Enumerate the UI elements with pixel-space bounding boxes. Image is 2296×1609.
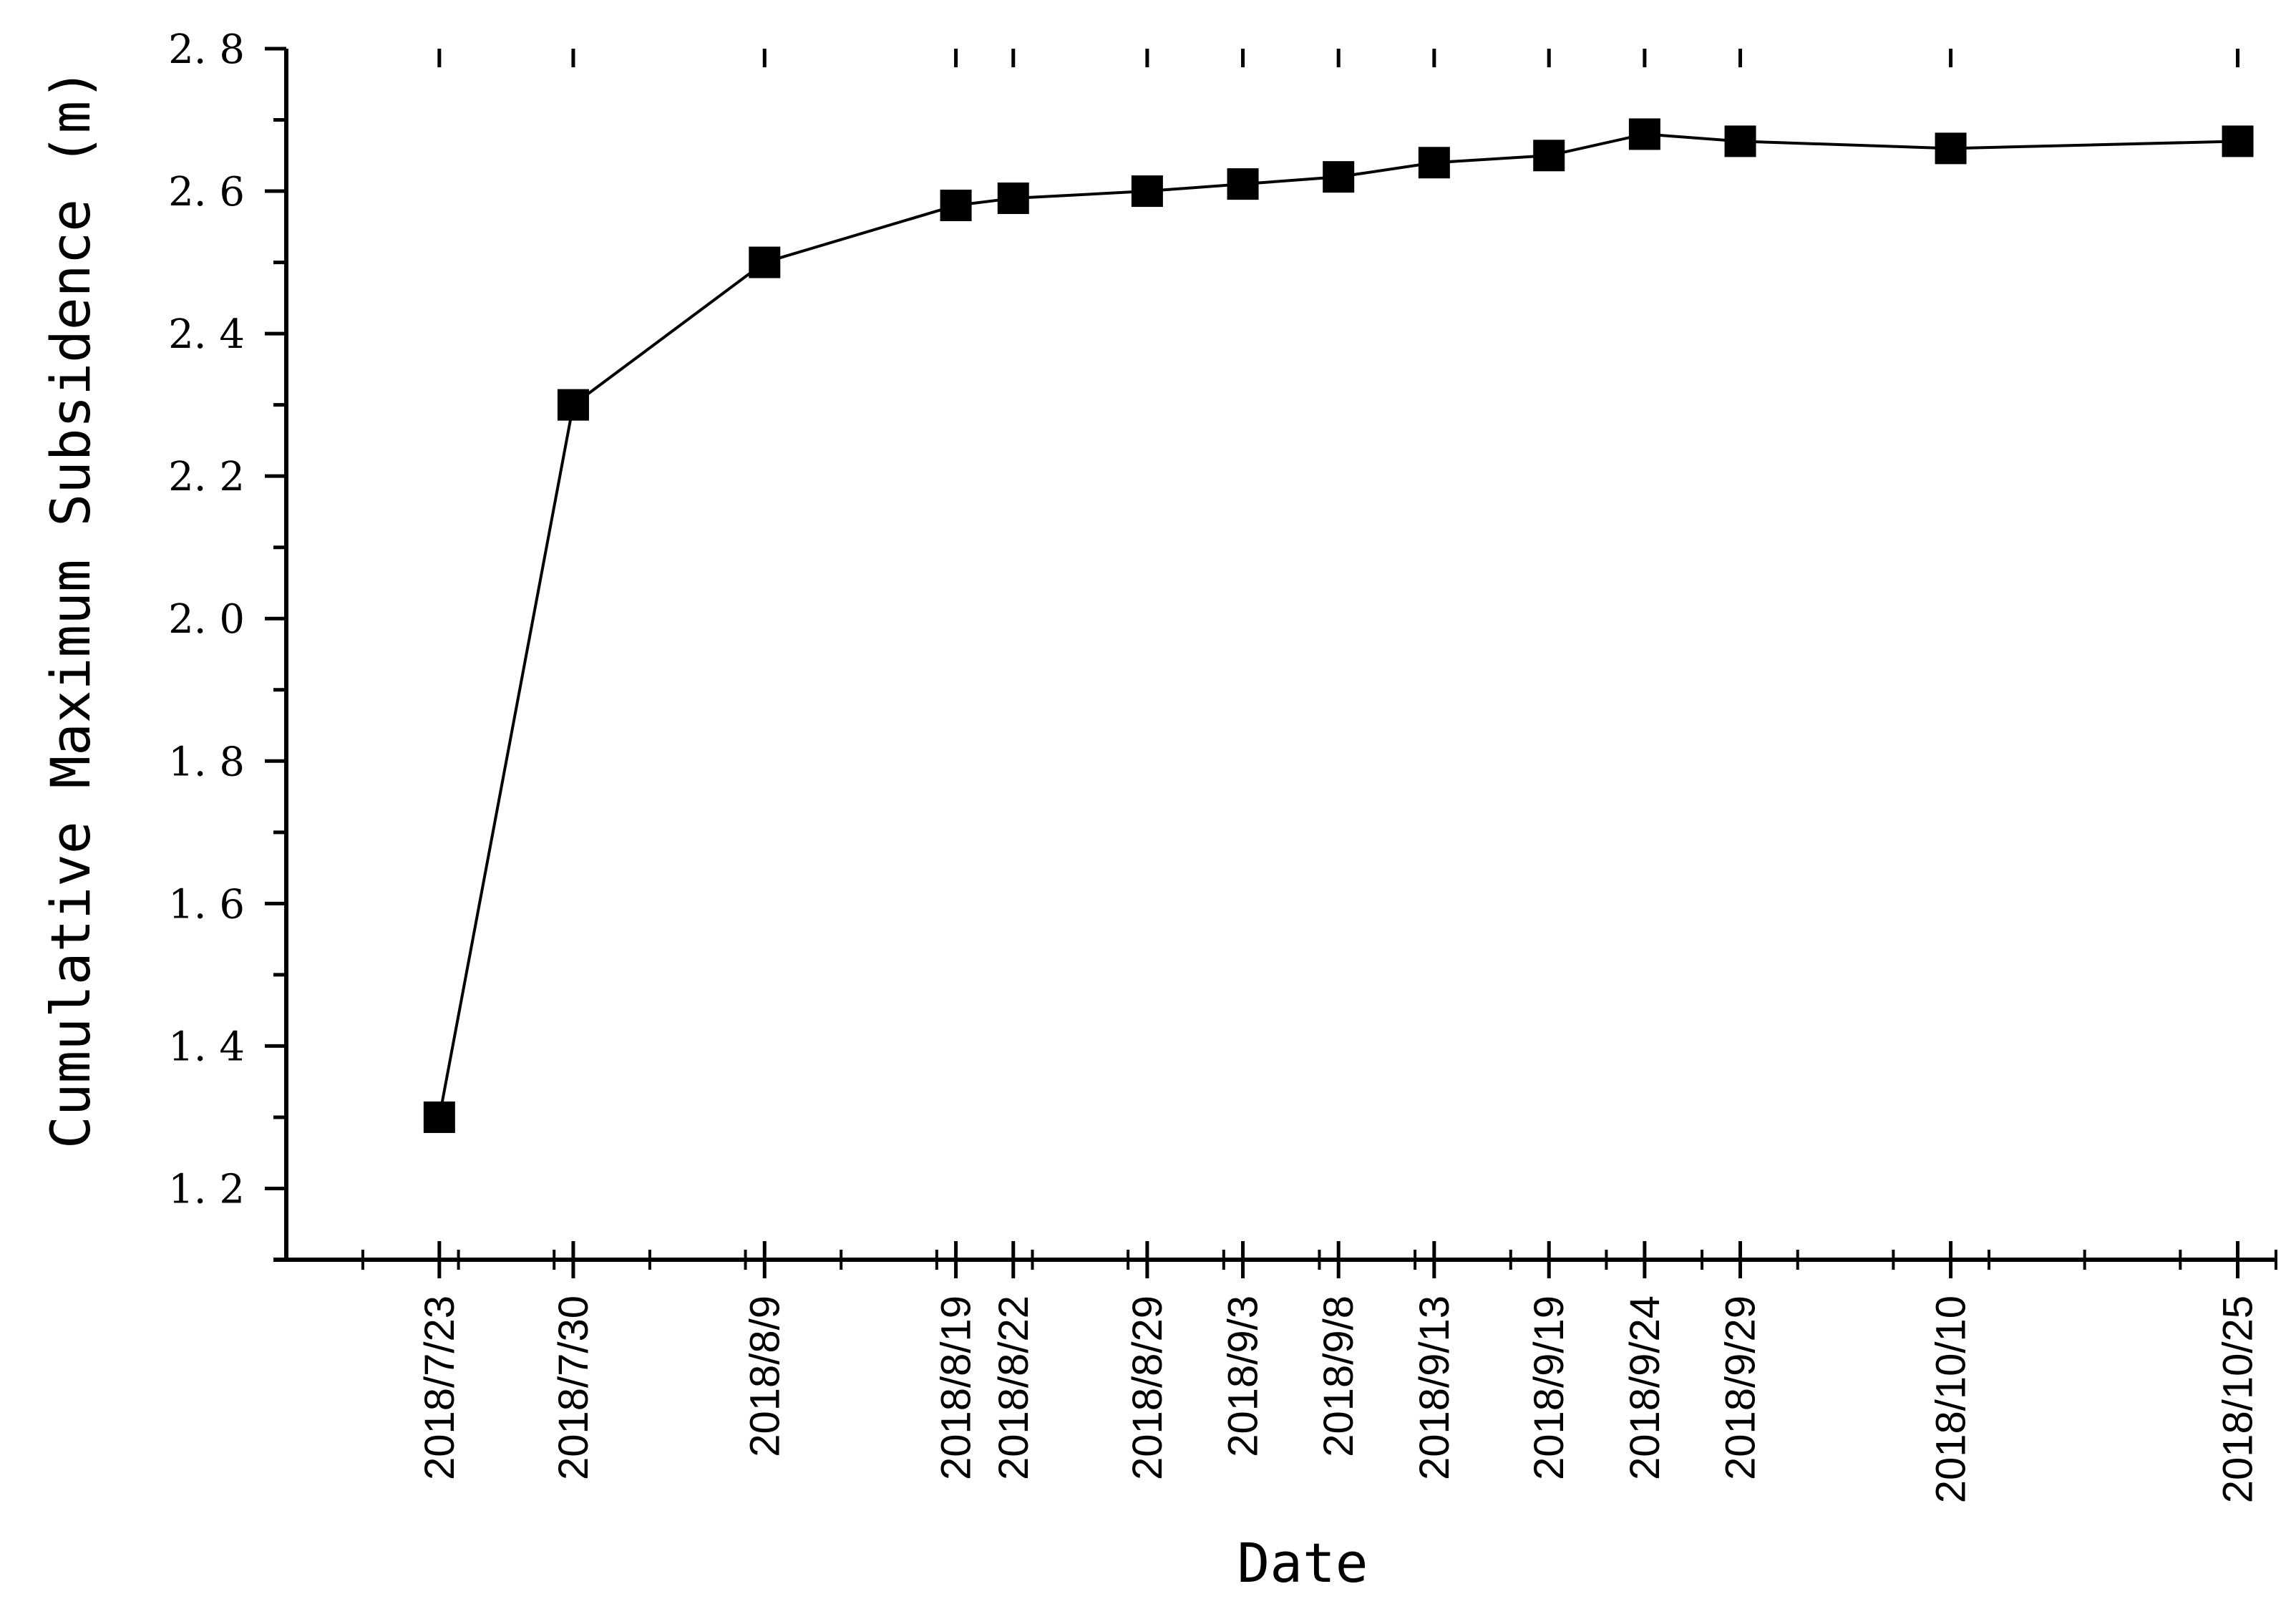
x-tick-label: 2018/9/19 bbox=[1526, 1296, 1572, 1480]
x-tick-label: 2018/8/9 bbox=[741, 1296, 788, 1457]
x-tick-label: 2018/8/29 bbox=[1124, 1296, 1171, 1480]
x-tick-label: 2018/8/22 bbox=[991, 1296, 1037, 1480]
x-tick-label: 2018/9/8 bbox=[1315, 1296, 1362, 1457]
x-tick-label: 2018/9/29 bbox=[1718, 1296, 1764, 1480]
x-tick-label: 2018/9/3 bbox=[1220, 1296, 1267, 1457]
data-point bbox=[1628, 118, 1660, 150]
series-line bbox=[437, 132, 2238, 1118]
data-point bbox=[423, 1101, 455, 1133]
x-axis-title: Date bbox=[1237, 1531, 1368, 1595]
data-point bbox=[1724, 125, 1756, 157]
data-point bbox=[1418, 147, 1450, 179]
axes-group: 1. 2 1. 4 1. 6 1. 8 2. 0 2. 2 2. 4 2. 6 2. 8 2018… bbox=[168, 26, 2277, 1503]
y-tick-label: 2. 2 bbox=[168, 454, 245, 500]
series-group bbox=[423, 118, 2254, 1133]
x-tick-label: 2018/10/25 bbox=[2215, 1296, 2262, 1503]
y-tick-label: 1. 6 bbox=[168, 881, 245, 928]
y-tick-label: 1. 8 bbox=[168, 739, 245, 785]
data-point bbox=[1935, 132, 1967, 165]
y-tick-label: 1. 4 bbox=[168, 1024, 245, 1070]
data-point bbox=[1131, 175, 1163, 208]
x-tick-label: 2018/7/23 bbox=[417, 1296, 463, 1480]
data-point bbox=[1533, 140, 1565, 172]
data-point bbox=[997, 183, 1029, 215]
data-point bbox=[940, 189, 972, 221]
x-tick-label: 2018/10/10 bbox=[1928, 1296, 1975, 1503]
x-tick-label: 2018/8/19 bbox=[933, 1296, 980, 1480]
x-tick-label: 2018/9/24 bbox=[1622, 1296, 1668, 1480]
data-point bbox=[557, 389, 589, 421]
y-axis-title: Cumulative Maximum Subsidence (m) bbox=[39, 68, 102, 1149]
y-tick-label: 2. 6 bbox=[168, 169, 245, 215]
y-tick-label: 2. 0 bbox=[168, 596, 245, 643]
data-point bbox=[1323, 161, 1355, 193]
y-tick-label: 1. 2 bbox=[168, 1166, 245, 1212]
y-tick-label: 2. 8 bbox=[168, 26, 245, 73]
x-tick-label: 2018/7/30 bbox=[550, 1296, 597, 1480]
data-point bbox=[2222, 125, 2254, 157]
x-tick-label: 2018/9/13 bbox=[1411, 1296, 1458, 1480]
data-point bbox=[1227, 168, 1259, 200]
y-tick-label: 2. 4 bbox=[168, 311, 245, 358]
data-point bbox=[749, 246, 781, 278]
